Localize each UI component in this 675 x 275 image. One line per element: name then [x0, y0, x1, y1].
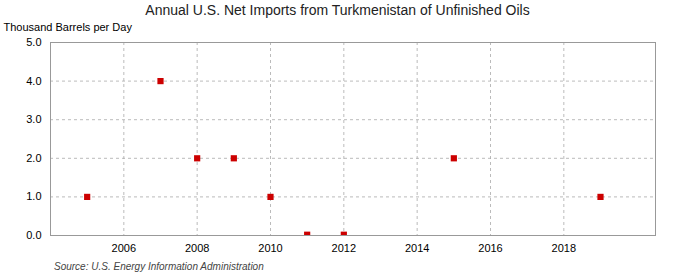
- svg-text:Thousand Barrels per Day: Thousand Barrels per Day: [4, 21, 133, 33]
- svg-text:2012: 2012: [332, 242, 356, 254]
- svg-text:2010: 2010: [258, 242, 282, 254]
- svg-text:2008: 2008: [185, 242, 209, 254]
- svg-text:0.0: 0.0: [26, 229, 41, 241]
- svg-text:2.0: 2.0: [26, 152, 41, 164]
- svg-text:2018: 2018: [552, 242, 576, 254]
- svg-text:3.0: 3.0: [26, 113, 41, 125]
- svg-text:2014: 2014: [405, 242, 429, 254]
- svg-text:1.0: 1.0: [26, 190, 41, 202]
- svg-text:2006: 2006: [112, 242, 136, 254]
- svg-text:5.0: 5.0: [26, 36, 41, 48]
- svg-text:4.0: 4.0: [26, 75, 41, 87]
- html-text:Source: U.S. Energy Informatio: Source: U.S. Energy Information Administ…: [54, 261, 264, 272]
- svg-text:2016: 2016: [478, 242, 502, 254]
- html-text:Annual U.S. Net Imports from T: Annual U.S. Net Imports from Turkmenista…: [145, 2, 530, 18]
